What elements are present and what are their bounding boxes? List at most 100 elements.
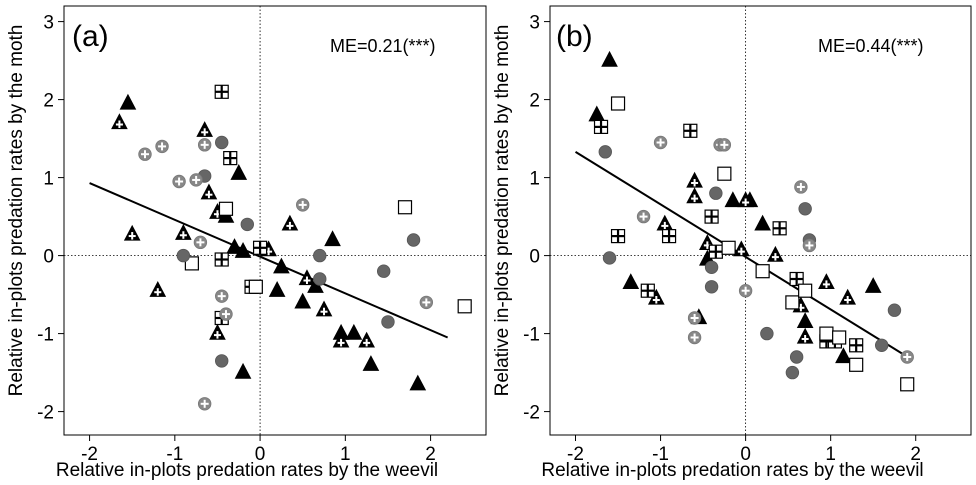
- point-open-square: [610, 96, 626, 111]
- y-tick-label: 3: [529, 13, 540, 34]
- point-cross-square: [214, 252, 229, 267]
- point-cross-triangle: [315, 300, 333, 317]
- series-open-square: [184, 200, 472, 314]
- point-filled-triangle: [796, 312, 814, 329]
- point-cross-circle: [687, 330, 702, 345]
- point-filled-circle: [760, 326, 774, 341]
- point-open-square: [184, 256, 199, 271]
- point-cross-triangle: [737, 191, 754, 208]
- point-cross-circle: [172, 174, 186, 189]
- series-cross-circle: [636, 135, 914, 364]
- point-filled-triangle: [864, 277, 882, 293]
- point-filled-circle: [215, 135, 229, 150]
- plot-frame: [549, 5, 972, 436]
- point-cross-square: [640, 283, 655, 298]
- point-filled-circle: [704, 280, 719, 294]
- point-filled-triangle: [835, 347, 852, 364]
- x-tick-label: -2: [81, 444, 98, 465]
- series-cross-circle: [138, 138, 434, 411]
- x-tick-label: -2: [567, 444, 584, 465]
- point-cross-square: [610, 229, 626, 244]
- point-filled-circle: [704, 260, 719, 275]
- point-open-square: [457, 299, 472, 314]
- point-filled-triangle: [273, 257, 290, 274]
- point-cross-triangle: [281, 214, 299, 231]
- point-open-square: [900, 377, 915, 392]
- point-cross-triangle: [149, 281, 167, 297]
- me-annotation: ME=0.44(***): [818, 36, 924, 56]
- y-tick-label: -1: [523, 325, 540, 346]
- point-cross-circle: [636, 209, 651, 224]
- point-filled-circle: [602, 251, 617, 265]
- point-cross-triangle: [733, 240, 750, 257]
- point-cross-triangle: [111, 113, 128, 130]
- series-cross-square: [593, 119, 864, 353]
- point-cross-circle: [215, 289, 229, 303]
- point-filled-triangle: [588, 105, 606, 122]
- point-cross-square: [683, 123, 698, 138]
- point-filled-circle: [887, 303, 902, 317]
- point-cross-circle: [197, 397, 212, 411]
- point-cross-triangle: [196, 121, 213, 137]
- point-filled-circle: [313, 248, 327, 263]
- x-axis-title: Relative in-plots predation rates by the…: [56, 460, 438, 481]
- point-filled-triangle: [268, 281, 286, 297]
- point-cross-square: [708, 244, 723, 259]
- point-cross-square: [789, 271, 804, 287]
- point-cross-triangle: [818, 273, 835, 290]
- series-filled-triangle: [119, 93, 427, 391]
- point-cross-circle: [738, 284, 753, 298]
- point-filled-circle: [406, 233, 421, 247]
- series-filled-triangle: [588, 50, 882, 364]
- point-cross-square: [252, 240, 268, 255]
- y-tick-label: 0: [43, 247, 54, 268]
- point-filled-circle: [313, 272, 327, 286]
- regression-line: [89, 182, 449, 339]
- point-cross-square: [849, 338, 864, 353]
- point-cross-circle: [197, 138, 212, 152]
- y-axis-title: Relative in-plots predation rates by the…: [492, 25, 513, 397]
- point-filled-triangle: [622, 273, 640, 290]
- point-filled-circle: [598, 145, 612, 159]
- y-tick-label: -2: [523, 403, 540, 424]
- series-open-square: [610, 96, 915, 392]
- series-filled-circle: [176, 135, 421, 368]
- plot-frame: [63, 5, 487, 436]
- point-cross-square: [661, 229, 677, 244]
- point-open-square: [819, 326, 834, 341]
- y-tick-label: 1: [529, 169, 540, 190]
- point-filled-triangle: [601, 50, 618, 67]
- point-cross-circle: [219, 307, 233, 321]
- point-filled-triangle: [230, 164, 248, 180]
- y-tick-label: 2: [43, 91, 54, 112]
- panel-b: -2 -1 0 1 2 -2 -1 0 1 2 3 Relative in-plots predati…: [492, 5, 972, 481]
- point-cross-triangle: [796, 327, 814, 344]
- point-open-square: [248, 279, 263, 294]
- point-filled-circle: [709, 186, 723, 200]
- point-cross-square: [772, 221, 787, 236]
- y-tick-label: 1: [43, 169, 54, 190]
- x-tick-label: 2: [910, 444, 921, 465]
- x-tick-label: -1: [652, 444, 669, 465]
- x-tick-label: -1: [166, 444, 183, 465]
- y-tick-label: 0: [529, 247, 540, 268]
- point-filled-circle: [785, 365, 800, 380]
- point-cross-triangle: [686, 171, 703, 188]
- point-open-square: [721, 240, 736, 255]
- x-axis-title: Relative in-plots predation rates by the…: [541, 460, 923, 481]
- point-cross-circle: [155, 139, 169, 154]
- panel-label: (b): [556, 20, 593, 53]
- me-annotation: ME=0.21(***): [330, 36, 436, 56]
- point-cross-circle: [653, 135, 668, 150]
- point-filled-circle: [874, 338, 889, 353]
- point-filled-circle: [376, 264, 391, 278]
- point-filled-triangle: [345, 323, 363, 340]
- point-filled-triangle: [754, 214, 771, 231]
- point-cross-square: [223, 151, 238, 166]
- point-open-square: [798, 283, 813, 298]
- point-cross-triangle: [332, 331, 350, 348]
- point-cross-triangle: [200, 183, 218, 200]
- point-cross-circle: [717, 138, 732, 152]
- point-filled-triangle: [294, 292, 312, 309]
